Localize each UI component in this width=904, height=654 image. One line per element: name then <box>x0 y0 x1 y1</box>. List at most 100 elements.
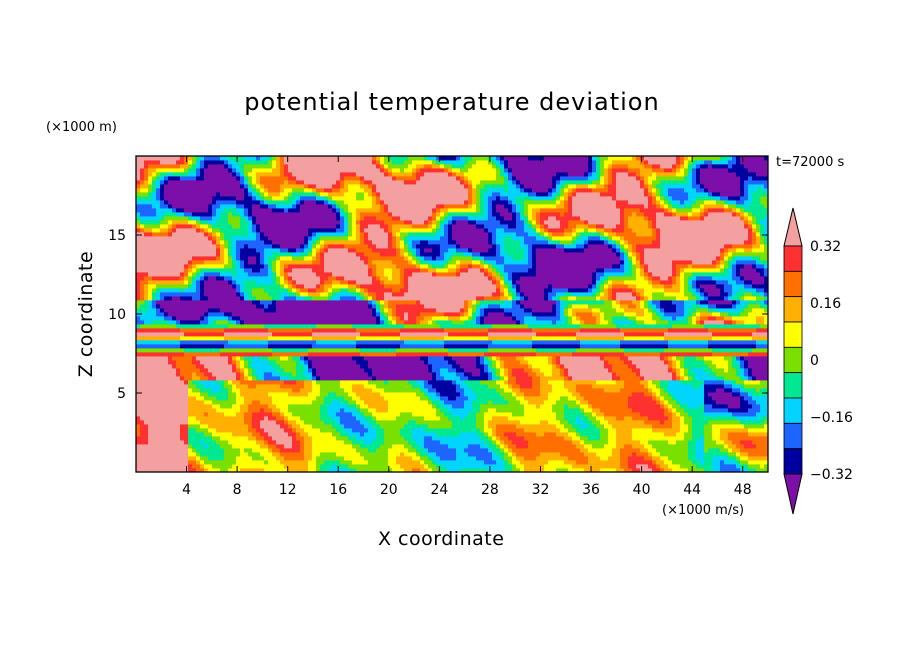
contour-cell <box>316 448 321 453</box>
contour-cell <box>720 452 725 457</box>
contour-cell <box>580 360 585 365</box>
contour-cell <box>684 420 689 425</box>
contour-cell <box>192 432 197 437</box>
contour-cell <box>392 388 397 393</box>
contour-cell <box>280 352 285 357</box>
contour-cell <box>744 420 749 425</box>
contour-cell <box>764 452 768 457</box>
contour-cell <box>436 384 441 389</box>
contour-cell <box>192 464 197 469</box>
contour-cell <box>196 444 201 449</box>
contour-cell <box>544 360 549 365</box>
contour-cell <box>688 380 693 385</box>
contour-cell <box>328 440 333 445</box>
contour-cell <box>520 404 525 409</box>
contour-cell <box>168 388 173 393</box>
contour-cell <box>556 356 561 361</box>
contour-cell <box>644 380 649 385</box>
contour-cell <box>200 464 205 469</box>
contour-cell <box>244 420 249 425</box>
contour-cell <box>716 436 721 441</box>
contour-cell <box>148 356 153 361</box>
contour-cell <box>696 372 701 377</box>
contour-cell <box>508 368 513 373</box>
contour-cell <box>324 416 329 421</box>
contour-cell <box>636 444 641 449</box>
contour-cell <box>488 344 493 349</box>
contour-cell <box>760 388 765 393</box>
contour-cell <box>340 356 345 361</box>
contour-cell <box>464 344 469 349</box>
contour-cell <box>304 396 309 401</box>
contour-cell <box>384 440 389 445</box>
contour-cell <box>676 456 681 461</box>
contour-cell <box>456 468 461 472</box>
contour-cell <box>292 408 297 413</box>
contour-cell <box>376 372 381 377</box>
contour-cell <box>260 464 265 469</box>
contour-cell <box>484 356 489 361</box>
contour-cell <box>512 436 517 441</box>
contour-cell <box>712 392 717 397</box>
contour-cell <box>448 444 453 449</box>
contour-cell <box>592 436 597 441</box>
contour-cell <box>604 368 609 373</box>
contour-cell <box>288 432 293 437</box>
contour-cell <box>468 460 473 465</box>
contour-cell <box>240 356 245 361</box>
contour-cell <box>424 436 429 441</box>
contour-cell <box>588 416 593 421</box>
contour-cell <box>740 384 745 389</box>
contour-cell <box>728 468 733 472</box>
contour-cell <box>676 408 681 413</box>
contour-cell <box>596 392 601 397</box>
contour-cell <box>276 364 281 369</box>
contour-cell <box>396 456 401 461</box>
contour-cell <box>344 444 349 449</box>
contour-cell <box>736 380 741 385</box>
contour-cell <box>408 440 413 445</box>
contour-cell <box>236 452 241 457</box>
contour-cell <box>228 436 233 441</box>
contour-cell <box>140 396 145 401</box>
contour-cell <box>612 408 617 413</box>
contour-cell <box>360 456 365 461</box>
contour-cell <box>504 364 509 369</box>
contour-cell <box>300 408 305 413</box>
contour-cell <box>740 348 745 353</box>
contour-cell <box>660 456 665 461</box>
contour-cell <box>672 352 677 357</box>
contour-cell <box>636 372 641 377</box>
contour-cell <box>652 392 657 397</box>
contour-cell <box>744 356 749 361</box>
contour-cell <box>312 440 317 445</box>
contour-cell <box>640 420 645 425</box>
contour-cell <box>688 460 693 465</box>
contour-cell <box>320 428 325 433</box>
contour-cell <box>560 456 565 461</box>
contour-cell <box>160 456 165 461</box>
contour-cell <box>488 356 493 361</box>
contour-cell <box>380 400 385 405</box>
contour-cell <box>328 352 333 357</box>
contour-cell <box>336 444 341 449</box>
contour-cell <box>136 380 141 385</box>
contour-cell <box>448 416 453 421</box>
contour-cell <box>760 468 765 472</box>
contour-cell <box>596 400 601 405</box>
contour-cell <box>312 376 317 381</box>
contour-cell <box>576 392 581 397</box>
contour-cell <box>692 468 697 472</box>
contour-cell <box>700 456 705 461</box>
contour-cell <box>316 368 321 373</box>
contour-cell <box>736 468 741 472</box>
contour-cell <box>404 352 409 357</box>
contour-cell <box>236 384 241 389</box>
contour-cell <box>532 372 537 377</box>
contour-cell <box>248 392 253 397</box>
contour-cell <box>280 360 285 365</box>
contour-cell <box>136 432 141 437</box>
contour-cell <box>752 424 757 429</box>
contour-cell <box>740 380 745 385</box>
contour-cell <box>656 468 661 472</box>
